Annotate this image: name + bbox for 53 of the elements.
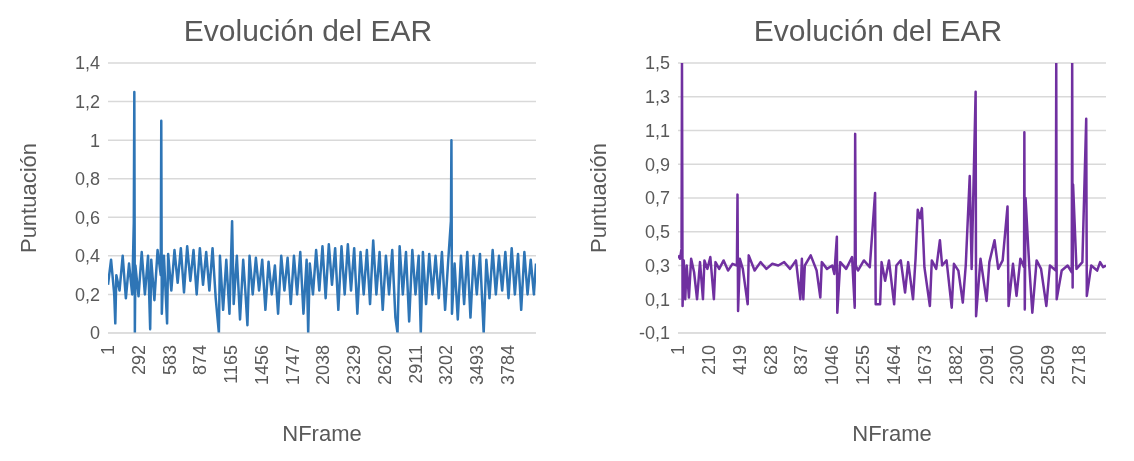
y-tick-label: 0,2: [74, 284, 100, 305]
y-tick-label: -0,1: [638, 323, 670, 344]
x-tick-label: 1046: [822, 345, 843, 386]
x-axis-title: NFrame: [282, 421, 362, 446]
y-tick-label: 0,4: [74, 246, 100, 267]
x-tick-label: 1255: [853, 345, 874, 386]
x-tick-label: 1: [668, 345, 688, 356]
chart-title: Evolución del EAR: [182, 13, 434, 49]
x-tick-label: 1: [98, 345, 118, 356]
y-axis-title: Puntuación: [15, 142, 41, 254]
y-tick-label: 0,8: [74, 169, 100, 190]
x-tick-label: 628: [760, 345, 781, 376]
y-tick-label: 0,5: [644, 222, 670, 243]
x-tick-label: 2718: [1069, 345, 1090, 386]
y-axis-title: Puntuación: [585, 142, 611, 254]
y-tick-label: 1: [89, 130, 100, 151]
y-tick-label: 0: [89, 323, 100, 344]
y-tick-label: 0,6: [74, 207, 100, 228]
x-tick-label: 210: [698, 345, 719, 376]
x-tick-label: 2620: [374, 345, 395, 386]
y-tick-label: 1,5: [644, 53, 670, 74]
y-tick-label: 0,9: [644, 154, 670, 175]
y-tick-label: 1,2: [74, 91, 100, 112]
chart-title: Evolución del EAR: [752, 13, 1004, 49]
x-tick-label: 583: [159, 345, 180, 376]
x-tick-label: 837: [791, 345, 812, 376]
x-tick-label: 1673: [914, 345, 935, 386]
x-tick-label: 2091: [976, 345, 997, 386]
y-tick-label: 1,3: [644, 87, 670, 108]
x-tick-label: 3202: [436, 345, 457, 386]
x-tick-label: 2509: [1038, 345, 1059, 386]
x-tick-label: 419: [729, 345, 750, 376]
x-tick-label: 2911: [405, 345, 426, 384]
y-tick-label: 0,7: [644, 188, 670, 209]
line-series: [108, 90, 536, 333]
x-tick-label: 1165: [221, 345, 242, 384]
x-tick-label: 1464: [883, 345, 904, 386]
x-tick-label: 2329: [344, 345, 365, 386]
y-tick-label: 1,4: [74, 53, 100, 74]
x-tick-label: 3784: [497, 345, 518, 386]
x-tick-label: 1882: [945, 345, 966, 386]
x-tick-label: 2038: [313, 345, 334, 386]
x-tick-label: 1456: [251, 345, 272, 386]
x-tick-label: 874: [190, 345, 211, 376]
y-tick-label: 0,3: [644, 255, 670, 276]
x-tick-label: 1747: [282, 345, 303, 386]
y-tick-label: 0,1: [644, 289, 670, 310]
x-tick-label: 292: [128, 345, 149, 376]
x-axis-title: NFrame: [852, 421, 932, 446]
x-tick-label: 3493: [467, 345, 488, 386]
y-tick-label: 1,1: [644, 120, 670, 141]
x-tick-label: 2300: [1007, 345, 1028, 386]
line-series: [678, 63, 1106, 318]
